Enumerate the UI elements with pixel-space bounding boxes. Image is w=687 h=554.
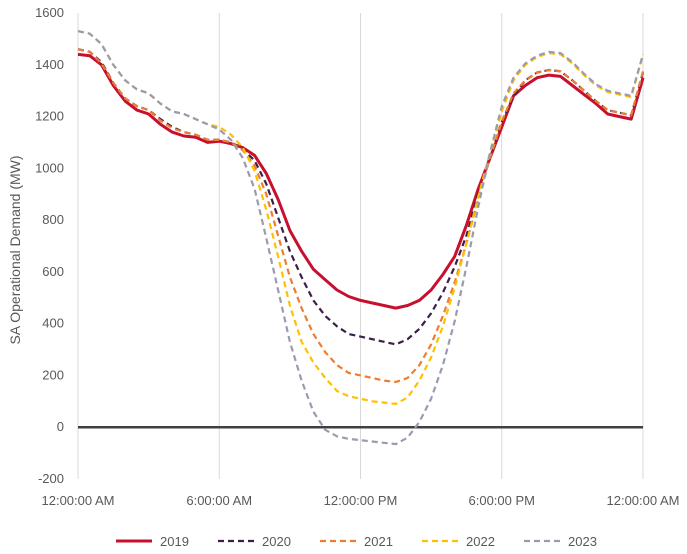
x-tick-label: 12:00:00 AM: [42, 493, 115, 508]
y-tick-label: 200: [42, 367, 64, 382]
legend-label-2022: 2022: [466, 534, 495, 549]
y-tick-label: 1600: [35, 5, 64, 20]
y-tick-label: 800: [42, 212, 64, 227]
y-tick-label: 1000: [35, 160, 64, 175]
series-line-2019: [77, 52, 645, 310]
series-line-2021: [77, 48, 645, 383]
y-axis-title: SA Operational Demand (MW): [7, 155, 23, 344]
y-tick-label: -200: [38, 471, 64, 486]
y-tick-label: 1400: [35, 57, 64, 72]
legend-label-2023: 2023: [568, 534, 597, 549]
legend-label-2021: 2021: [364, 534, 393, 549]
x-tick-label: 12:00:00 AM: [607, 493, 680, 508]
legend: 2019 2020 2021 2022 2023: [116, 534, 597, 549]
x-tick-label: 6:00:00 AM: [186, 493, 252, 508]
series-layer: [77, 30, 645, 446]
y-tick-label: 1200: [35, 109, 64, 124]
x-tick-label: 6:00:00 PM: [469, 493, 536, 508]
y-tick-label: 600: [42, 264, 64, 279]
legend-label-2019: 2019: [160, 534, 189, 549]
x-tick-label: 12:00:00 PM: [324, 493, 398, 508]
y-tick-label: 0: [57, 419, 64, 434]
y-tick-label: 400: [42, 316, 64, 331]
axis-layer: 12:00:00 AM 6:00:00 AM 12:00:00 PM 6:00:00 …: [35, 5, 679, 508]
legend-label-2020: 2020: [262, 534, 291, 549]
series-line-2023: [77, 30, 645, 446]
grid-layer: [77, 13, 644, 479]
